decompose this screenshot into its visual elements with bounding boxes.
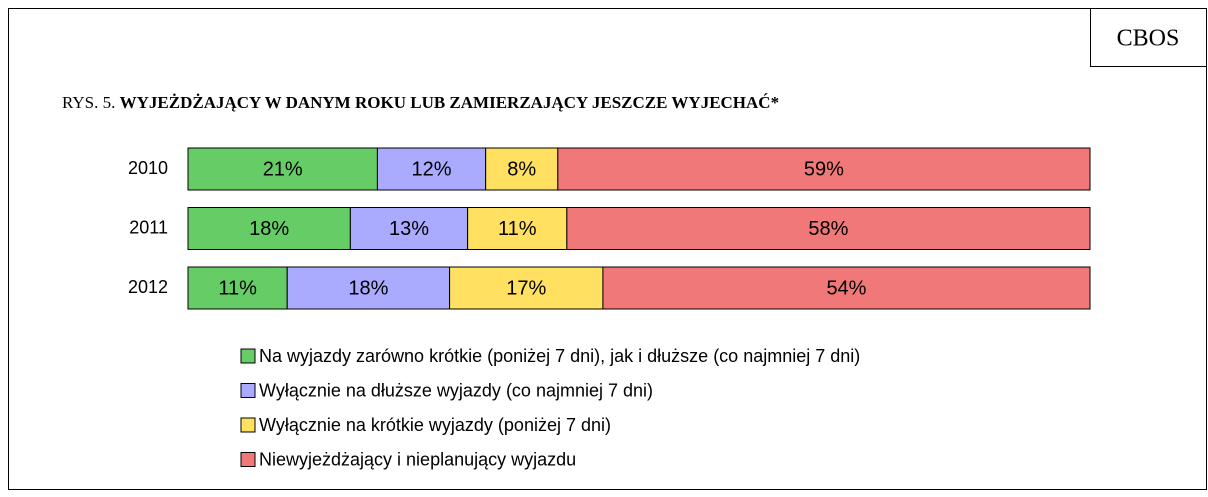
source: CBOS	[1117, 26, 1180, 52]
value-label: 59%	[804, 158, 844, 180]
bar-segment	[187, 266, 288, 310]
bar-segment	[286, 266, 451, 310]
y-tick-label: 2012	[128, 277, 168, 297]
legend-swatch	[240, 452, 256, 467]
bar-segment	[557, 147, 1091, 191]
source-box	[1090, 8, 1207, 67]
legend-label: Niewyjeżdżający i nieplanujący wyjazdu	[259, 449, 576, 469]
bar-segment	[467, 207, 568, 250]
legend-swatch	[240, 348, 256, 364]
value-label: 13%	[389, 218, 429, 240]
chart-title: RYS. 5. WYJEŻDŻAJĄCY W DANYM ROKU LUB ZA…	[62, 93, 779, 112]
bar-segment	[349, 207, 469, 250]
legend-label: Wyłącznie na dłuższe wyjazdy (co najmnie…	[259, 380, 653, 400]
legend-label: Wyłącznie na krótkie wyjazdy (poniżej 7 …	[259, 415, 611, 435]
value-label: 18%	[348, 277, 388, 299]
frame	[8, 8, 1207, 490]
title: WYJEŻDŻAJĄCY W DANYM ROKU LUB ZAMIERZAJĄ…	[120, 93, 779, 112]
legend-swatch	[240, 383, 256, 398]
value-label: 54%	[826, 277, 866, 299]
bar-segment	[566, 207, 1091, 250]
value-label: 21%	[263, 158, 303, 180]
value-label: 18%	[249, 218, 289, 240]
legend-label: Na wyjazdy zarówno krótkie (poniżej 7 dn…	[259, 346, 860, 366]
bar-segment	[602, 266, 1091, 310]
bar-segment	[187, 207, 351, 250]
y-tick-label: 2010	[128, 158, 168, 178]
value-label: 17%	[506, 277, 546, 299]
value-label: 58%	[808, 218, 848, 240]
value-label: 8%	[507, 158, 536, 180]
bar-segment	[449, 266, 604, 310]
bar-segment	[187, 147, 378, 191]
y-tick-label: 2011	[129, 217, 168, 237]
bar-segment	[485, 147, 559, 191]
value-label: 12%	[412, 158, 452, 180]
figure-label: RYS. 5.	[62, 93, 115, 112]
legend-swatch	[240, 417, 256, 433]
value-label: 11%	[498, 218, 537, 240]
value-label: 11%	[218, 277, 257, 299]
